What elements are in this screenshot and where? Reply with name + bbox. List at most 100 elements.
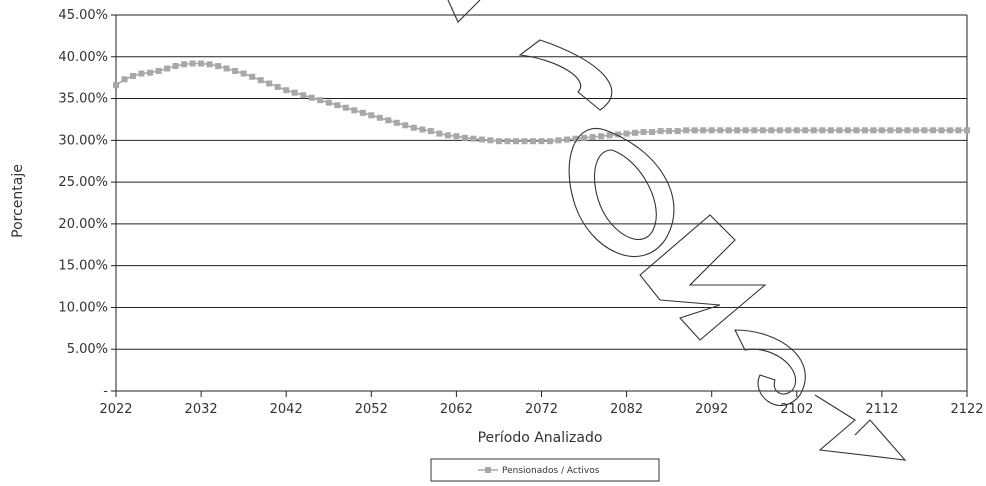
data-point [325, 99, 332, 106]
data-point [785, 127, 792, 134]
x-tick-label: 2092 [695, 402, 728, 417]
y-tick-label: 35.00% [58, 92, 108, 107]
y-tick-label: 25.00% [58, 175, 108, 190]
data-point [947, 127, 953, 134]
x-tick-label: 2032 [185, 402, 218, 417]
x-tick-label: 2112 [865, 402, 898, 417]
data-point [487, 137, 494, 144]
data-point [759, 127, 766, 134]
data-point [461, 134, 468, 141]
data-point [955, 127, 962, 134]
data-point [615, 131, 622, 138]
watermark [447, 0, 907, 461]
data-point [155, 68, 162, 74]
data-point [725, 127, 732, 134]
y-tick-label: 40.00% [58, 50, 108, 65]
y-tick-label: 5.00% [67, 342, 108, 357]
data-point [691, 127, 698, 134]
data-point [921, 127, 928, 134]
x-tick-label: 2042 [270, 402, 303, 417]
data-point [887, 127, 894, 134]
data-point [776, 127, 783, 134]
data-point [734, 127, 741, 134]
data-point [853, 127, 860, 134]
data-point [904, 127, 911, 134]
data-point [436, 130, 443, 137]
x-tick-labels: 2022 2032 2042 2052 2062 2072 2082 2092 2102 2112… [99, 402, 983, 417]
y-tick-label: 10.00% [58, 300, 108, 315]
data-point [538, 138, 545, 145]
x-axis-label: Período Analizado [478, 430, 603, 446]
data-point [376, 114, 383, 121]
data-point [802, 127, 809, 134]
data-point [674, 128, 681, 135]
watermark-letter-o [568, 127, 675, 257]
data-point [768, 127, 775, 134]
data-point [470, 135, 477, 142]
data-point [878, 127, 885, 134]
y-axis-label: Porcentaje [10, 164, 26, 238]
data-point [215, 63, 222, 69]
data-point [130, 73, 136, 79]
data-point [810, 127, 817, 134]
data-point [334, 102, 341, 109]
y-tick-label: 15.00% [58, 259, 108, 274]
data-point [402, 122, 409, 129]
data-point [453, 133, 460, 140]
watermark-letter-n [639, 214, 767, 341]
x-tick-label: 2082 [610, 402, 643, 417]
data-point [742, 127, 749, 134]
y-tick-labels: - 5.00% 10.00% 15.00% 20.00% 25.00% 30.00% 35.0… [58, 8, 108, 399]
series-layer [113, 60, 970, 145]
x-tick-label: 2062 [440, 402, 473, 417]
data-point [640, 129, 647, 135]
data-point [478, 136, 485, 143]
data-point [147, 69, 153, 76]
watermark-letter-c [518, 39, 613, 111]
y-tick-label: 45.00% [58, 8, 108, 23]
data-point [113, 82, 119, 89]
data-point [547, 138, 553, 145]
legend-box [430, 458, 660, 482]
watermark-stroke-1 [447, 0, 481, 23]
x-tick-label: 2102 [780, 402, 813, 417]
data-point [623, 130, 630, 137]
data-point [666, 128, 673, 135]
data-point [444, 132, 451, 139]
data-point [308, 94, 315, 101]
x-tick-label: 2072 [525, 402, 558, 417]
legend-marker [485, 467, 491, 473]
data-point [266, 80, 273, 87]
data-point [138, 70, 145, 77]
data-point [351, 107, 358, 114]
data-point [164, 65, 171, 72]
data-point [181, 61, 188, 68]
data-point [513, 138, 519, 145]
data-point [283, 87, 290, 94]
data-point [708, 127, 715, 134]
legend: Pensionados / Activos [430, 458, 660, 482]
data-point [240, 70, 247, 77]
data-point [189, 60, 196, 67]
data-point [257, 77, 264, 84]
y-tick-label: 30.00% [58, 133, 108, 148]
data-point [223, 65, 230, 72]
data-point [895, 127, 902, 134]
data-point [912, 127, 919, 134]
y-tick-label: 20.00% [58, 217, 108, 232]
x-tick-label: 2022 [99, 402, 132, 417]
data-point [836, 127, 843, 134]
data-point [385, 117, 392, 124]
data-point [504, 138, 511, 145]
data-point [589, 134, 596, 140]
data-point [198, 60, 205, 67]
data-point [649, 129, 656, 135]
data-point [121, 76, 128, 83]
watermark-letter-u [814, 394, 907, 461]
data-point [861, 127, 868, 134]
data-point [632, 129, 639, 136]
data-point [359, 109, 366, 116]
y-tick-label: - [103, 384, 108, 399]
x-tick-label: 2122 [950, 402, 983, 417]
